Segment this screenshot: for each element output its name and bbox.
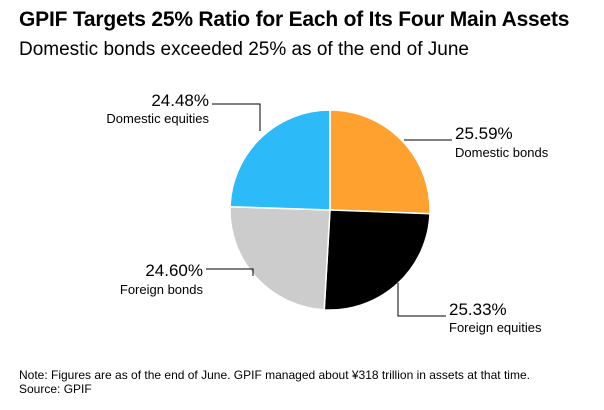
category-label-foreign-equities: Foreign equities <box>449 320 542 335</box>
category-label-domestic-bonds: Domestic bonds <box>455 145 549 160</box>
footnote: Note: Figures are as of the end of June.… <box>19 368 530 382</box>
value-label-foreign-equities: 25.33% <box>449 300 507 319</box>
value-label-domestic-bonds: 25.59% <box>455 124 513 143</box>
source-note: Source: GPIF <box>19 382 92 396</box>
pie-slice-domestic-equities <box>229 109 331 211</box>
footer: Note: Figures are as of the end of June.… <box>19 368 530 396</box>
leader-line-foreign-equities <box>397 283 446 317</box>
chart-title: GPIF Targets 25% Ratio for Each of Its F… <box>19 8 570 31</box>
pie-slice-foreign-equities <box>323 209 431 311</box>
value-label-domestic-equities: 24.48% <box>151 91 209 110</box>
leader-line-foreign-bonds <box>206 268 254 276</box>
category-label-foreign-bonds: Foreign bonds <box>120 282 204 297</box>
pie-slice-domestic-bonds <box>329 109 431 215</box>
chart-subtitle: Domestic bonds exceeded 25% as of the en… <box>19 39 469 60</box>
category-label-domestic-equities: Domestic equities <box>106 111 209 126</box>
leader-line-domestic-equities <box>212 103 261 131</box>
value-label-foreign-bonds: 24.60% <box>145 261 203 280</box>
pie-slice-foreign-bonds <box>229 205 331 311</box>
